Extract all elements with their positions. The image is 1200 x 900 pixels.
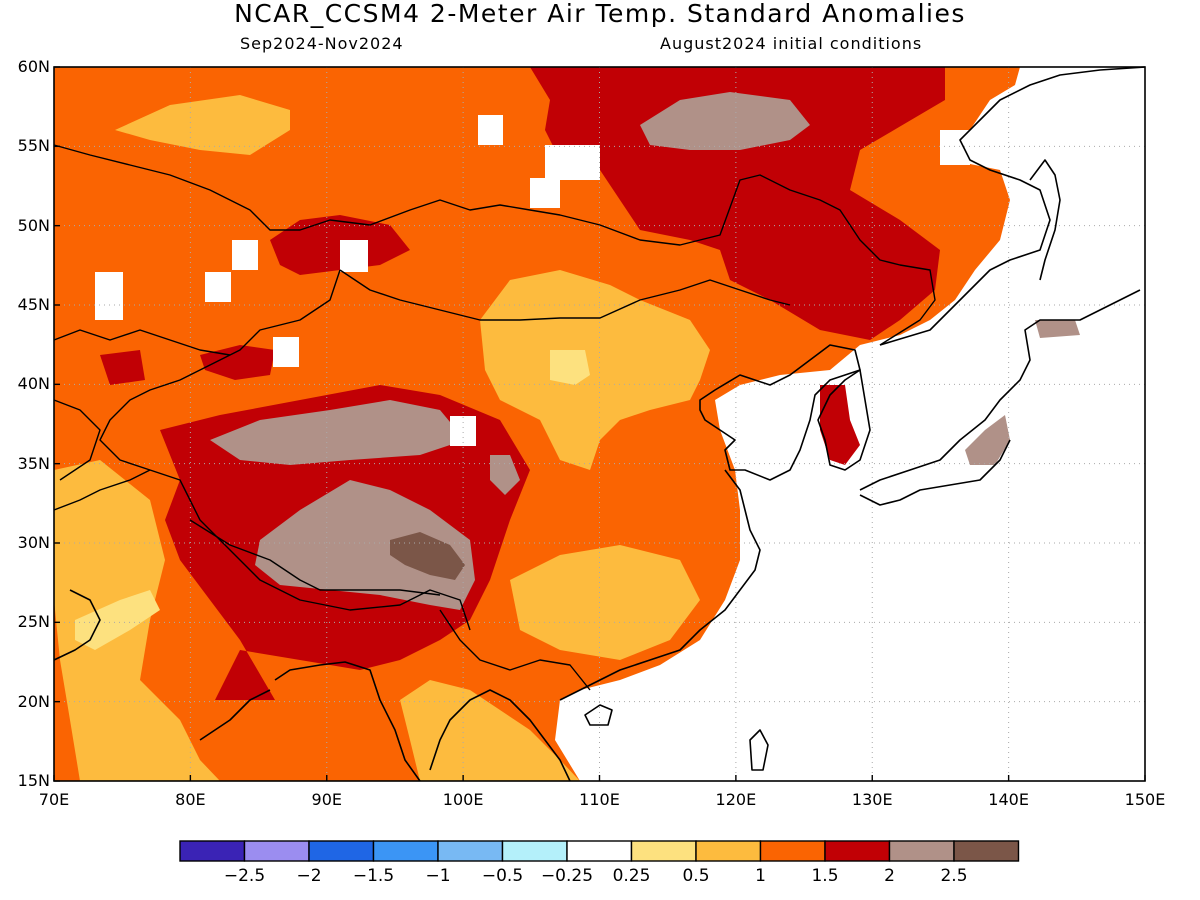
colorbar-swatch (953, 840, 1020, 862)
india-east-coast (274, 661, 421, 782)
lon-label: 150E (1124, 790, 1166, 809)
colorbar (179, 840, 1020, 862)
china-coast (699, 344, 861, 481)
colorbar-label: −0.25 (540, 866, 594, 886)
qaidam-mauve (490, 455, 520, 495)
colorbar-label: 1 (755, 866, 766, 886)
indochina-yellow (400, 680, 580, 781)
map-title: NCAR_CCSM4 2-Meter Air Temp. Standard An… (234, 0, 966, 28)
colorbar-label: −0.5 (481, 866, 524, 886)
japan-mauve (965, 415, 1010, 465)
lon-label: 90E (311, 790, 342, 809)
lat-label: 55N (17, 136, 50, 156)
graticule (54, 67, 1145, 781)
siberia-dark-red (530, 67, 945, 340)
colorbar-label: −1 (425, 866, 451, 886)
hokkaido-mauve (1035, 320, 1080, 338)
lon-label: 80E (175, 790, 206, 809)
lon-label: 140E (988, 790, 1029, 809)
siberia-mauve (640, 92, 810, 150)
south-china-yellow (510, 545, 700, 660)
colorbar-label: −2 (296, 866, 322, 886)
border-central (53, 399, 101, 481)
japan-coast (859, 289, 1141, 491)
lon-label: 110E (579, 790, 620, 809)
lat-label: 35N (17, 453, 50, 473)
taiwan (749, 729, 769, 771)
colorbar-label: 0.5 (682, 866, 710, 886)
colorbar-label: 1.5 (811, 866, 839, 886)
border-kazakh (53, 329, 231, 356)
india-south (199, 689, 271, 741)
forecast-period: Sep2024-Nov2024 (240, 34, 404, 53)
lat-label: 60N (17, 57, 50, 76)
colorbar-label: 0.25 (612, 866, 651, 886)
north-yellow-band (115, 95, 290, 155)
country-borders (53, 144, 936, 691)
lon-label: 130E (851, 790, 893, 809)
india-light-yellow (75, 590, 160, 650)
lat-label: 15N (17, 771, 50, 790)
anomaly-fields (54, 67, 1145, 781)
lat-label: 25N (17, 612, 50, 632)
coastlines (53, 66, 1146, 782)
colorbar-swatch (566, 840, 633, 862)
lon-label: 100E (442, 790, 484, 809)
colorbar-swatch (695, 840, 762, 862)
lat-label: 20N (17, 691, 50, 711)
west-dark-red (100, 350, 145, 385)
tibet-brown (390, 532, 465, 580)
lat-label: 50N (17, 215, 50, 235)
japan-south (859, 439, 1011, 506)
border-himalaya (189, 519, 441, 596)
korea-coast (817, 369, 871, 471)
colorbar-swatch (824, 840, 891, 862)
colorbar-swatch (308, 840, 375, 862)
east-coast (559, 469, 761, 701)
border-russia-north (53, 144, 936, 346)
lat-label: 45N (17, 295, 50, 314)
colorbar-swatch (243, 840, 310, 862)
colorbar-swatch (501, 840, 568, 862)
lon-label: 120E (715, 790, 757, 809)
lon-label: 70E (38, 790, 70, 809)
hainan (584, 704, 613, 726)
tarim-mauve (210, 400, 465, 465)
colorbar-swatch (372, 840, 439, 862)
colorbar-label: 2 (884, 866, 895, 886)
india-west-coast (53, 589, 101, 661)
colorbar-swatch (888, 840, 955, 862)
indochina-coast (429, 689, 571, 782)
tibet-mauve (255, 480, 475, 610)
colorbar-label: 2.5 (940, 866, 968, 886)
border-mongolia (339, 269, 791, 321)
colorbar-swatch (437, 840, 504, 862)
colorbar-label: −1.5 (352, 866, 395, 886)
colorbar-swatch (179, 840, 246, 862)
korea-dark-red (820, 385, 860, 465)
lat-label: 40N (17, 374, 50, 394)
colorbar-label: −2.5 (223, 866, 266, 886)
mongolia-yellow-region (480, 270, 710, 470)
russia-coast (879, 66, 1146, 346)
axis-ticks (53, 66, 1146, 782)
border-indochina (439, 609, 591, 691)
mongolia-light-yellow (550, 350, 590, 385)
masked-cells (95, 115, 970, 446)
colorbar-swatch (630, 840, 697, 862)
lat-label: 30N (17, 533, 50, 552)
colorbar-swatch (759, 840, 826, 862)
border-afghan (53, 469, 151, 511)
initial-conditions: August2024 initial conditions (660, 34, 923, 53)
sakhalin (1029, 159, 1061, 281)
